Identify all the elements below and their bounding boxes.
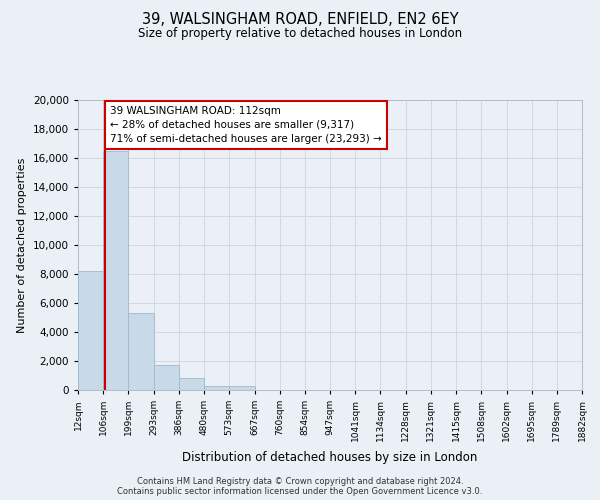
Text: Contains public sector information licensed under the Open Government Licence v3: Contains public sector information licen… xyxy=(118,486,482,496)
Text: 39 WALSINGHAM ROAD: 112sqm
← 28% of detached houses are smaller (9,317)
71% of s: 39 WALSINGHAM ROAD: 112sqm ← 28% of deta… xyxy=(110,106,382,144)
Text: Contains HM Land Registry data © Crown copyright and database right 2024.: Contains HM Land Registry data © Crown c… xyxy=(137,476,463,486)
Bar xyxy=(229,386,254,390)
Bar xyxy=(154,364,179,390)
Bar xyxy=(179,378,204,390)
Text: Size of property relative to detached houses in London: Size of property relative to detached ho… xyxy=(138,28,462,40)
Text: 39, WALSINGHAM ROAD, ENFIELD, EN2 6EY: 39, WALSINGHAM ROAD, ENFIELD, EN2 6EY xyxy=(142,12,458,28)
Bar xyxy=(204,386,229,390)
Bar xyxy=(78,271,103,390)
Y-axis label: Number of detached properties: Number of detached properties xyxy=(17,158,27,332)
Bar xyxy=(103,151,128,390)
Bar xyxy=(128,313,154,390)
Text: Distribution of detached houses by size in London: Distribution of detached houses by size … xyxy=(182,451,478,464)
